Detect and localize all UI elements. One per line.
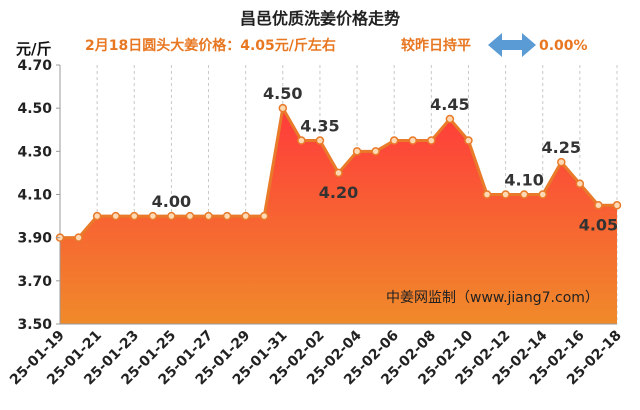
- y-tick-label: 4.70: [17, 58, 52, 74]
- data-label: 4.10: [504, 171, 543, 190]
- data-point: [612, 201, 622, 210]
- price-area: [60, 108, 617, 325]
- change-text: 较昨日持平: [401, 37, 471, 54]
- data-label: 4.50: [263, 84, 302, 103]
- data-point: [538, 190, 547, 199]
- data-point: [259, 211, 269, 221]
- y-tick-label: 4.10: [17, 188, 52, 204]
- data-point: [241, 211, 250, 221]
- data-point: [185, 211, 195, 221]
- data-point: [130, 211, 139, 221]
- data-point: [204, 211, 213, 221]
- data-point: [315, 136, 325, 145]
- y-tick-label: 3.90: [17, 231, 52, 247]
- watermark: 中姜网监制（www.jiang7.com）: [386, 290, 599, 306]
- y-tick-label: 3.50: [17, 317, 52, 333]
- data-point: [464, 136, 473, 145]
- data-point: [389, 136, 399, 145]
- data-point: [92, 211, 102, 221]
- data-labels: 4.00 4.50 4.35 4.20 4.45 4.10 4.25 4.05: [152, 84, 619, 234]
- change-percent: 0.00%: [539, 38, 588, 54]
- data-label: 4.20: [319, 183, 358, 202]
- data-point: [445, 114, 455, 124]
- data-point: [482, 190, 492, 199]
- data-point: [519, 190, 529, 199]
- data-point: [427, 136, 436, 145]
- y-ticks: 4.70 4.50 4.30 4.10 3.90 3.70 3.50: [17, 58, 60, 333]
- data-point: [278, 103, 288, 113]
- data-point: [501, 190, 510, 199]
- y-tick-label: 4.30: [17, 144, 52, 160]
- data-label: 4.25: [542, 138, 581, 157]
- data-point: [594, 201, 603, 210]
- x-ticks: 25-01-1925-01-2125-01-2325-01-2525-01-27…: [7, 327, 625, 388]
- y-tick-label: 4.50: [17, 101, 52, 117]
- data-label: 4.05: [579, 215, 618, 234]
- data-point: [557, 157, 566, 167]
- data-label: 4.35: [300, 117, 339, 136]
- y-tick-label: 3.70: [17, 274, 52, 290]
- data-point: [111, 211, 120, 221]
- data-point: [334, 168, 343, 178]
- left-right-arrow-icon: [488, 33, 536, 57]
- chart-title: 昌邑优质洗姜价格走势: [240, 9, 400, 28]
- data-label: 4.00: [152, 192, 191, 211]
- data-point: [575, 179, 585, 188]
- data-point: [371, 147, 380, 156]
- data-point: [74, 233, 83, 242]
- data-label: 4.45: [430, 95, 469, 114]
- data-point: [408, 136, 418, 145]
- data-point: [297, 136, 306, 145]
- price-note: 2月18日圆头大姜价格：4.05元/斤左右: [85, 37, 336, 54]
- data-points: [55, 103, 622, 242]
- data-point: [222, 211, 232, 221]
- data-point: [148, 211, 158, 221]
- data-point: [167, 211, 176, 221]
- data-point: [352, 147, 362, 156]
- y-axis-label: 元/斤: [16, 40, 51, 58]
